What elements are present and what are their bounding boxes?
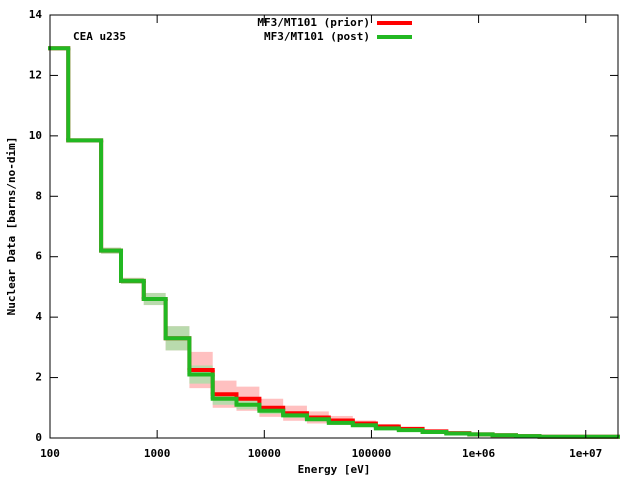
legend-label: MF3/MT101 (post): [264, 30, 370, 43]
x-tick-label: 100000: [352, 447, 392, 460]
x-tick-label: 10000: [248, 447, 281, 460]
y-tick-label: 8: [35, 189, 42, 202]
y-tick-label: 2: [35, 371, 42, 384]
x-tick-label: 1e+07: [569, 447, 602, 460]
x-tick-label: 100: [40, 447, 60, 460]
y-tick-label: 10: [29, 129, 42, 142]
y-tick-label: 4: [35, 310, 42, 323]
annotation: CEA u235: [73, 30, 126, 43]
x-tick-label: 1e+06: [462, 447, 495, 460]
x-tick-label: 1000: [144, 447, 171, 460]
y-tick-label: 12: [29, 68, 42, 81]
y-tick-label: 6: [35, 250, 42, 263]
y-axis-label: Nuclear Data [barns/no-dim]: [5, 137, 18, 316]
plot-frame: [49, 14, 619, 439]
y-tick-label: 14: [29, 8, 43, 21]
x-axis-label: Energy [eV]: [298, 463, 371, 476]
y-tick-label: 0: [35, 431, 42, 444]
legend-label: MF3/MT101 (prior): [257, 16, 370, 29]
